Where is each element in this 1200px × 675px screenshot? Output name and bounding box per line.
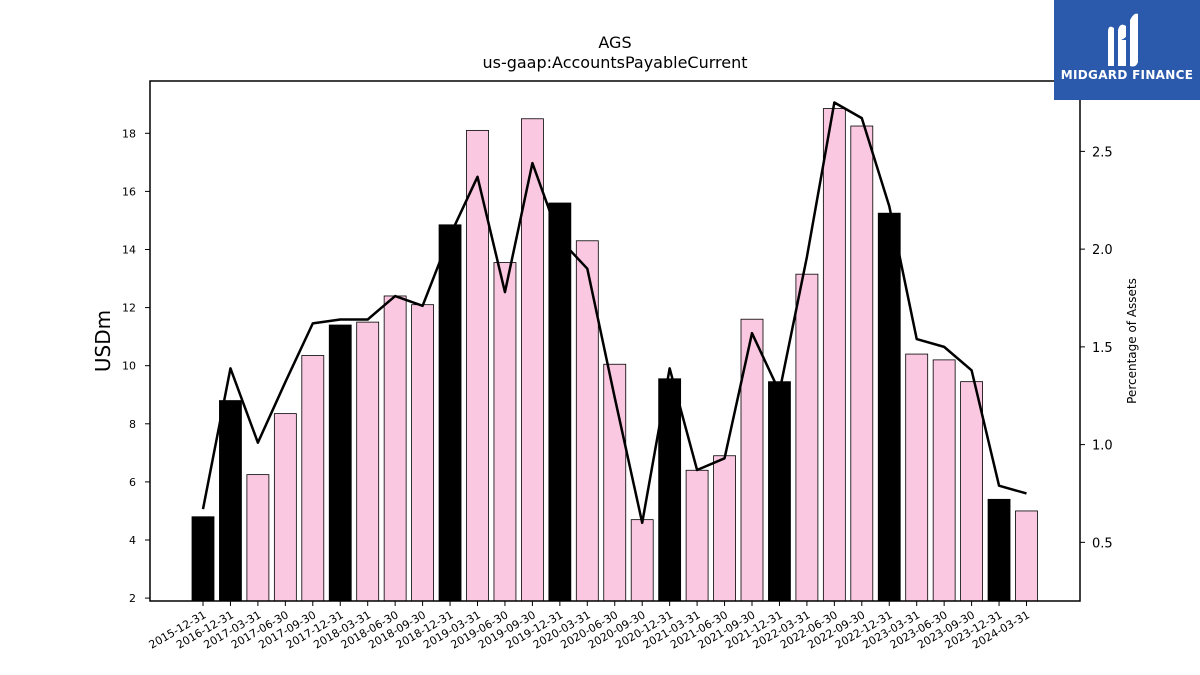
bar-2020-09-30 xyxy=(630,519,654,602)
bar-2019-12-31 xyxy=(548,202,572,602)
bar-2017-09-30 xyxy=(301,355,325,602)
bar-2018-03-31 xyxy=(356,321,380,602)
x-axis: 2015-12-312016-12-312017-03-312017-06-30… xyxy=(147,601,1032,652)
bar-2024-03-31 xyxy=(1015,510,1038,602)
bar-2017-03-31 xyxy=(246,474,270,602)
percentage-of-assets-line xyxy=(201,101,1027,525)
y-tick-label: 6 xyxy=(129,476,136,489)
y2-tick-label: 1.0 xyxy=(1092,439,1113,454)
bar-2023-03-31 xyxy=(905,353,929,602)
bars xyxy=(191,108,1038,602)
bar-2020-03-31 xyxy=(575,240,599,602)
y2-axis-label: Percentage of Assets xyxy=(1125,278,1139,404)
y2-tick-label: 0.5 xyxy=(1092,536,1113,551)
bar-2019-06-30 xyxy=(493,262,517,602)
bar-2018-09-30 xyxy=(411,304,435,602)
bar-2017-12-31 xyxy=(328,324,352,602)
y-tick-label: 4 xyxy=(129,534,136,547)
right-axis: 0.5 1.0 1.5 2.0 2.5 xyxy=(1080,145,1113,551)
y-tick-label: 8 xyxy=(129,418,136,431)
y-tick-label: 12 xyxy=(122,302,136,315)
bar-2015-12-31 xyxy=(191,516,215,602)
logo-text: MIDGARD FINANCE xyxy=(1060,68,1194,82)
left-axis: 2 4 6 8 10 12 14 16 18 xyxy=(122,127,150,605)
bar-2022-06-30 xyxy=(822,108,846,602)
y-tick-label: 16 xyxy=(122,185,136,198)
bar-2021-09-30 xyxy=(740,318,764,602)
bar-2021-03-31 xyxy=(685,469,709,602)
bar-2022-12-31 xyxy=(877,212,901,602)
chart-title: AGS xyxy=(598,33,631,52)
bar-2017-06-30 xyxy=(273,413,297,602)
midgard-finance-logo: MIDGARD FINANCE xyxy=(1054,0,1200,100)
logo-mark-icon xyxy=(1108,13,1138,67)
bar-2023-06-30 xyxy=(932,359,956,602)
bar-2023-09-30 xyxy=(960,381,983,602)
bar-2019-03-31 xyxy=(466,129,489,602)
y-tick-label: 2 xyxy=(129,592,136,605)
y2-tick-label: 1.5 xyxy=(1092,341,1113,356)
y-tick-label: 14 xyxy=(122,243,136,256)
bar-2022-03-31 xyxy=(795,273,819,602)
bar-2021-12-31 xyxy=(768,381,791,602)
bar-2016-12-31 xyxy=(219,400,242,602)
bar-2018-12-31 xyxy=(438,224,462,602)
bar-2022-09-30 xyxy=(850,125,874,602)
y2-tick-label: 2.5 xyxy=(1092,145,1113,160)
y-tick-label: 10 xyxy=(122,360,136,373)
y-tick-label: 18 xyxy=(122,127,136,140)
bar-2019-09-30 xyxy=(521,118,544,602)
chart-subtitle: us-gaap:AccountsPayableCurrent xyxy=(482,53,747,72)
y2-tick-label: 2.0 xyxy=(1092,243,1113,258)
bar-2018-06-30 xyxy=(383,295,407,602)
bar-2023-12-31 xyxy=(987,498,1011,602)
bar-2021-06-30 xyxy=(713,455,736,602)
y-axis-label: USDm xyxy=(91,310,115,372)
